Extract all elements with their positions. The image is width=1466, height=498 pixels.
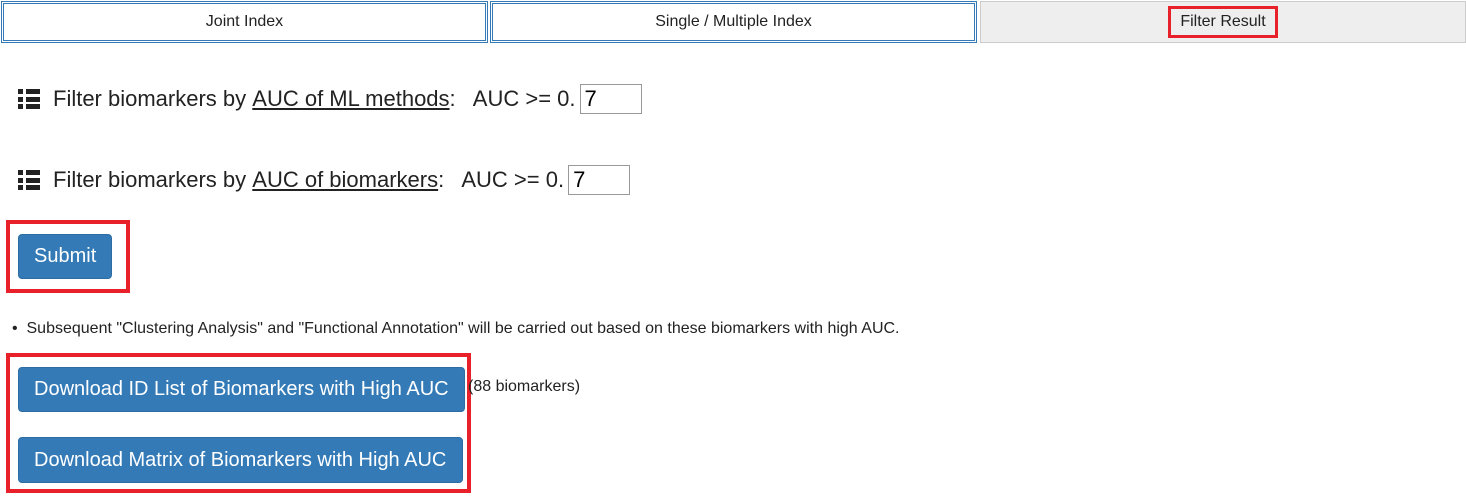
filter-biomarkers: Filter biomarkers by AUC of biomarkers: … — [18, 165, 631, 195]
tab-label: Single / Multiple Index — [655, 13, 812, 30]
tab-joint-index[interactable]: Joint Index — [1, 1, 488, 43]
auc-biomarkers-input[interactable] — [568, 165, 631, 195]
filter-label: Filter biomarkers by — [53, 167, 253, 192]
tab-filter-result[interactable]: Filter Result — [980, 1, 1466, 43]
auc-biomarkers-link[interactable]: AUC of biomarkers — [252, 167, 439, 192]
auc-ml-methods-input[interactable] — [579, 84, 642, 114]
filter-threshold-label: : AUC >= 0. — [438, 167, 565, 192]
tab-label: Joint Index — [205, 13, 284, 30]
note-text: Subsequent "Clustering Analysis" and "Fu… — [26, 320, 900, 337]
filter-label: Filter biomarkers by — [53, 86, 253, 111]
filter-ml-methods: Filter biomarkers by AUC of ML methods: … — [18, 84, 642, 114]
filter-threshold-label: : AUC >= 0. — [449, 86, 576, 111]
submit-button[interactable]: Submit — [18, 234, 113, 279]
tab-label: Filter Result — [1168, 6, 1278, 38]
list-icon — [18, 89, 40, 109]
note: • Subsequent "Clustering Analysis" and "… — [12, 320, 900, 337]
biomarker-count: (88 biomarkers) — [468, 378, 581, 395]
highlight-box — [6, 220, 130, 293]
download-matrix-button[interactable]: Download Matrix of Biomarkers with High … — [18, 437, 463, 483]
list-icon — [18, 170, 40, 190]
highlight-box — [6, 353, 471, 493]
auc-ml-methods-link[interactable]: AUC of ML methods — [252, 86, 450, 111]
download-id-list-button[interactable]: Download ID List of Biomarkers with High… — [18, 367, 465, 412]
tab-single-multiple-index[interactable]: Single / Multiple Index — [490, 1, 977, 43]
